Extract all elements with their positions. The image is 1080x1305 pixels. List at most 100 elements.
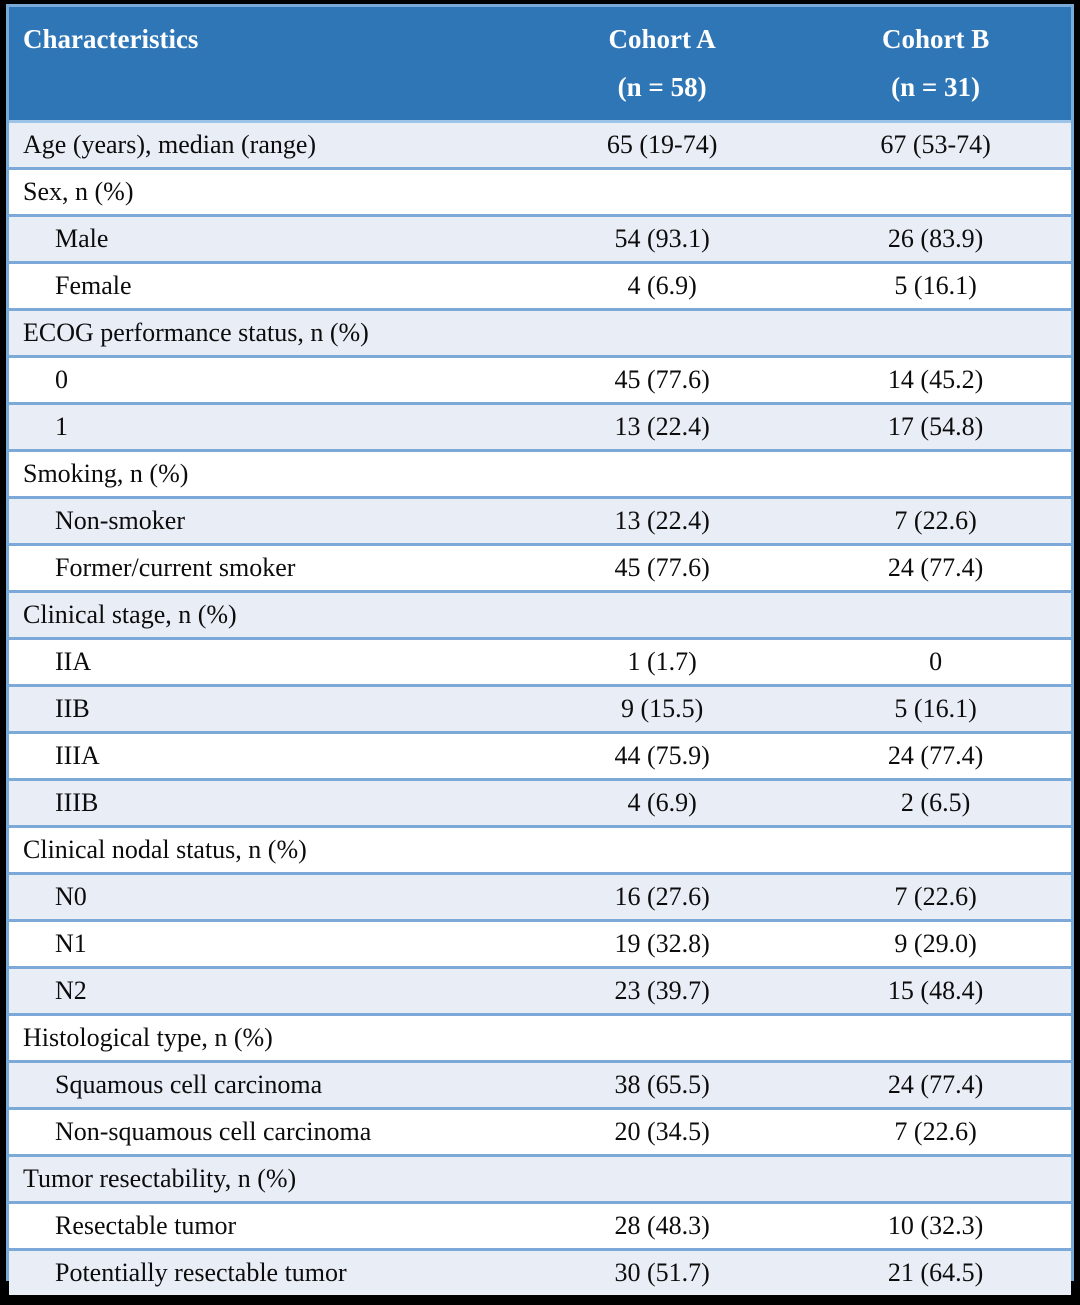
table-row: N0 16 (27.6) 7 (22.6)	[9, 872, 1071, 921]
table-row: N1 19 (32.8) 9 (29.0)	[9, 919, 1071, 968]
cohort-a-value: 1 (1.7)	[524, 637, 801, 686]
cohort-a-value	[524, 825, 801, 874]
cohort-b-value: 5 (16.1)	[800, 684, 1071, 733]
cohort-a-value: 16 (27.6)	[524, 872, 801, 921]
cohort-b-value: 17 (54.8)	[800, 402, 1071, 451]
header-cohort-a: Cohort A (n = 58)	[524, 7, 801, 123]
characteristic-label: Histological type, n (%)	[9, 1013, 525, 1062]
cohort-b-value	[800, 308, 1071, 357]
characteristic-label: IIIA	[9, 731, 525, 780]
table-row: Potentially resectable tumor 30 (51.7) 2…	[9, 1248, 1071, 1295]
cohort-a-value: 4 (6.9)	[524, 261, 801, 310]
cohort-a-value: 45 (77.6)	[524, 355, 801, 404]
cohort-a-value: 19 (32.8)	[524, 919, 801, 968]
cohort-a-value: 54 (93.1)	[524, 214, 801, 263]
cohort-a-value	[524, 1154, 801, 1203]
table-row: Non-smoker 13 (22.4) 7 (22.6)	[9, 496, 1071, 545]
cohort-a-value: 65 (19-74)	[524, 121, 801, 169]
cohort-a-value: 45 (77.6)	[524, 543, 801, 592]
table-row: Clinical nodal status, n (%)	[9, 825, 1071, 874]
table-row: Tumor resectability, n (%)	[9, 1154, 1071, 1203]
characteristic-label: ECOG performance status, n (%)	[9, 308, 525, 357]
characteristic-label: Resectable tumor	[9, 1201, 525, 1250]
cohort-b-n: (n = 31)	[891, 72, 981, 102]
cohort-b-value	[800, 1013, 1071, 1062]
cohort-a-n: (n = 58)	[617, 72, 707, 102]
characteristic-label: Sex, n (%)	[9, 167, 525, 216]
characteristic-label: IIA	[9, 637, 525, 686]
characteristic-label: Potentially resectable tumor	[9, 1248, 525, 1295]
table-row: Former/current smoker 45 (77.6) 24 (77.4…	[9, 543, 1071, 592]
cohort-b-value: 9 (29.0)	[800, 919, 1071, 968]
cohort-a-value	[524, 449, 801, 498]
characteristic-label: Age (years), median (range)	[9, 121, 525, 169]
cohort-b-value	[800, 167, 1071, 216]
cohort-b-value: 24 (77.4)	[800, 543, 1071, 592]
cohort-a-value: 9 (15.5)	[524, 684, 801, 733]
table-header: Characteristics Cohort A (n = 58) Cohort…	[9, 7, 1071, 123]
cohort-a-value: 23 (39.7)	[524, 966, 801, 1015]
table-row: Histological type, n (%)	[9, 1013, 1071, 1062]
cohort-b-value: 15 (48.4)	[800, 966, 1071, 1015]
cohort-b-value: 5 (16.1)	[800, 261, 1071, 310]
table-row: Resectable tumor 28 (48.3) 10 (32.3)	[9, 1201, 1071, 1250]
characteristic-label: Female	[9, 261, 525, 310]
table-row: Smoking, n (%)	[9, 449, 1071, 498]
cohort-a-value: 44 (75.9)	[524, 731, 801, 780]
cohort-a-value: 30 (51.7)	[524, 1248, 801, 1295]
cohort-b-value: 14 (45.2)	[800, 355, 1071, 404]
characteristic-label: Former/current smoker	[9, 543, 525, 592]
table-row: N2 23 (39.7) 15 (48.4)	[9, 966, 1071, 1015]
cohort-b-value: 2 (6.5)	[800, 778, 1071, 827]
table-row: Non-squamous cell carcinoma 20 (34.5) 7 …	[9, 1107, 1071, 1156]
characteristic-label: 0	[9, 355, 525, 404]
characteristic-label: Tumor resectability, n (%)	[9, 1154, 525, 1203]
characteristic-label: IIIB	[9, 778, 525, 827]
header-cohort-b: Cohort B (n = 31)	[800, 7, 1071, 123]
characteristic-label: 1	[9, 402, 525, 451]
table-row: IIB 9 (15.5) 5 (16.1)	[9, 684, 1071, 733]
header-characteristics: Characteristics	[9, 7, 525, 123]
characteristic-label: Non-squamous cell carcinoma	[9, 1107, 525, 1156]
cohort-a-value	[524, 1013, 801, 1062]
cohort-b-value: 21 (64.5)	[800, 1248, 1071, 1295]
table-row: IIA 1 (1.7) 0	[9, 637, 1071, 686]
characteristic-label: Clinical nodal status, n (%)	[9, 825, 525, 874]
table-frame: Characteristics Cohort A (n = 58) Cohort…	[6, 4, 1074, 1295]
table-row: IIIA 44 (75.9) 24 (77.4)	[9, 731, 1071, 780]
characteristic-label: Squamous cell carcinoma	[9, 1060, 525, 1109]
cohort-b-value	[800, 825, 1071, 874]
cohort-b-value: 67 (53-74)	[800, 121, 1071, 169]
table-row: Female 4 (6.9) 5 (16.1)	[9, 261, 1071, 310]
cohort-b-value	[800, 1154, 1071, 1203]
cohort-b-value: 10 (32.3)	[800, 1201, 1071, 1250]
table-row: 0 45 (77.6) 14 (45.2)	[9, 355, 1071, 404]
table-row: 1 13 (22.4) 17 (54.8)	[9, 402, 1071, 451]
cohort-b-value: 24 (77.4)	[800, 1060, 1071, 1109]
cohort-b-value: 7 (22.6)	[800, 872, 1071, 921]
cohort-b-value	[800, 449, 1071, 498]
characteristic-label: Clinical stage, n (%)	[9, 590, 525, 639]
table-row: Squamous cell carcinoma 38 (65.5) 24 (77…	[9, 1060, 1071, 1109]
cohort-b-value	[800, 590, 1071, 639]
characteristic-label: IIB	[9, 684, 525, 733]
characteristic-label: Non-smoker	[9, 496, 525, 545]
characteristic-label: N1	[9, 919, 525, 968]
table-row: Age (years), median (range) 65 (19-74) 6…	[9, 121, 1071, 169]
cohort-a-value: 20 (34.5)	[524, 1107, 801, 1156]
cohort-a-value	[524, 167, 801, 216]
table-body: Age (years), median (range) 65 (19-74) 6…	[9, 121, 1071, 1295]
cohort-b-value: 26 (83.9)	[800, 214, 1071, 263]
cohort-a-value: 13 (22.4)	[524, 496, 801, 545]
cohort-b-name: Cohort B	[881, 24, 990, 54]
cohort-a-value: 4 (6.9)	[524, 778, 801, 827]
cohort-a-name: Cohort A	[608, 24, 716, 54]
table-row: IIIB 4 (6.9) 2 (6.5)	[9, 778, 1071, 827]
cohort-b-value: 0	[800, 637, 1071, 686]
characteristic-label: N0	[9, 872, 525, 921]
cohort-b-value: 24 (77.4)	[800, 731, 1071, 780]
cohort-a-value	[524, 590, 801, 639]
header-row: Characteristics Cohort A (n = 58) Cohort…	[9, 7, 1071, 123]
table-row: ECOG performance status, n (%)	[9, 308, 1071, 357]
cohort-a-value: 28 (48.3)	[524, 1201, 801, 1250]
